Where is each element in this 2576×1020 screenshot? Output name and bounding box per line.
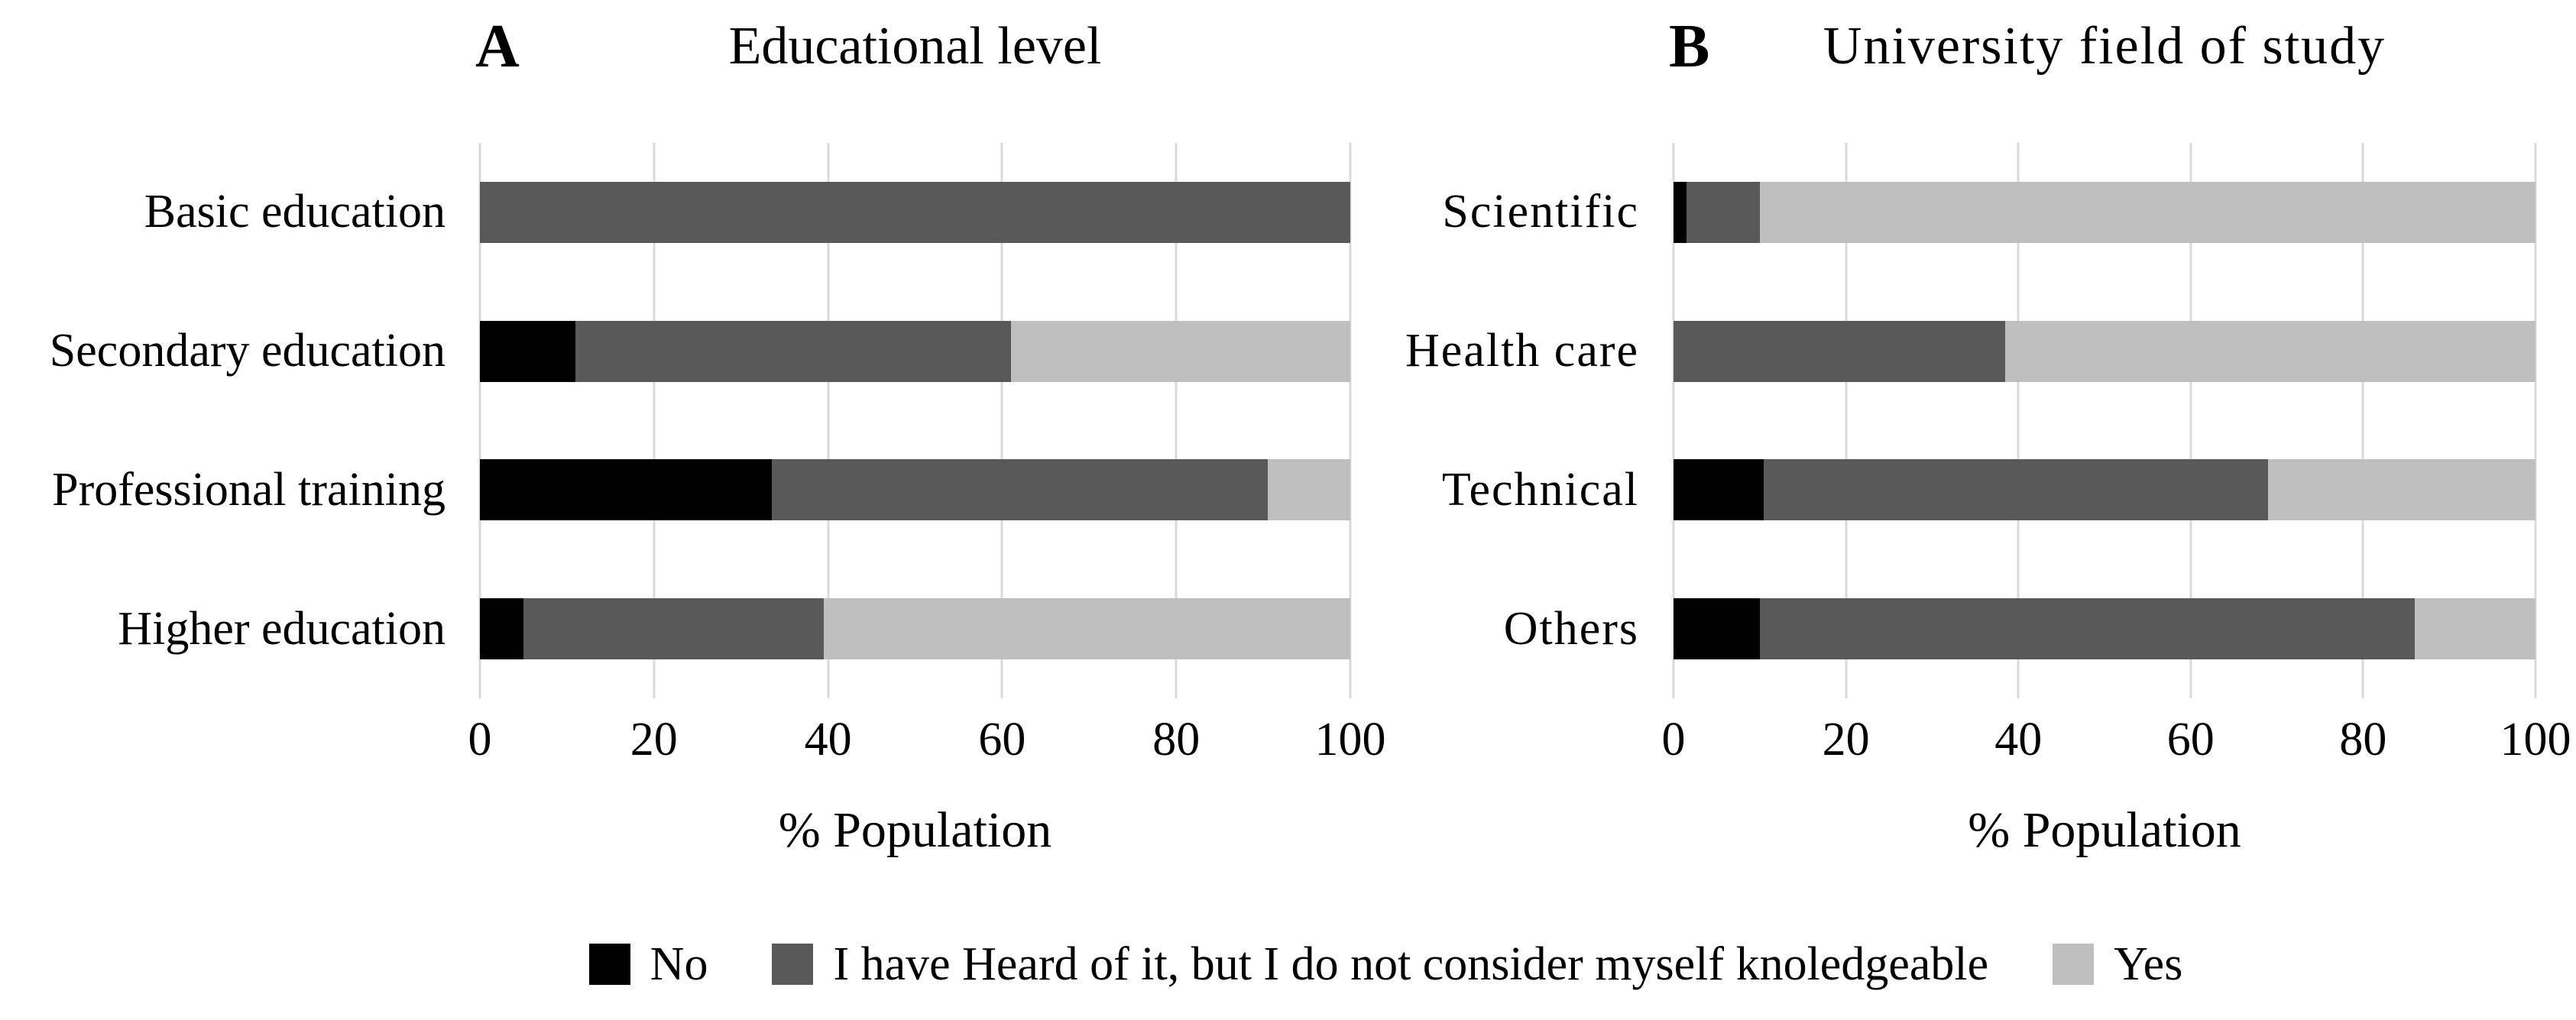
legend-swatch — [588, 944, 630, 985]
bar-segment — [1267, 459, 1350, 521]
panel-b-title: University field of study — [1823, 17, 2386, 76]
bar-row — [1674, 559, 2535, 698]
gridline — [478, 143, 481, 698]
x-tick-label: 0 — [468, 714, 492, 766]
stacked-bar — [1674, 320, 2535, 382]
panel-b-x-axis-label: % Population — [1968, 802, 2241, 858]
category-label: Higher education — [118, 602, 446, 655]
x-tick-label: 100 — [1314, 714, 1386, 766]
bar-row — [1674, 282, 2535, 421]
x-tick-label: 80 — [1152, 714, 1201, 766]
x-tick-label: 20 — [1822, 714, 1870, 766]
panel-a-x-axis-label: % Population — [778, 802, 1052, 858]
category-label: Basic education — [144, 186, 446, 238]
panel-b-letter: B — [1669, 13, 1710, 80]
bar-segment — [523, 598, 824, 660]
legend-label: Yes — [2114, 938, 2183, 990]
bar-segment — [480, 181, 1350, 243]
gridline — [2361, 143, 2364, 698]
bar-segment — [480, 598, 523, 660]
bar-segment — [1764, 459, 2269, 521]
legend-label: I have Heard of it, but I do not conside… — [833, 938, 1989, 990]
bar-segment — [2005, 320, 2535, 382]
gridline — [1349, 143, 1352, 698]
panel-a-plot — [478, 143, 1352, 698]
category-label: Health care — [1405, 325, 1639, 377]
bar-segment — [1759, 181, 2535, 243]
category-label: Scientific — [1442, 186, 1639, 238]
category-label: Technical — [1441, 463, 1639, 516]
stacked-bar — [480, 459, 1350, 521]
bar-row — [480, 559, 1350, 698]
gridline — [1845, 143, 1848, 698]
legend-item: No — [588, 926, 708, 1002]
gridline — [2189, 143, 2192, 698]
stacked-bar — [1674, 459, 2535, 521]
x-tick-label: 100 — [2500, 714, 2571, 766]
bar-segment — [2268, 459, 2535, 521]
stacked-bar — [1674, 181, 2535, 243]
gridline — [827, 143, 830, 698]
gridline — [1672, 143, 1675, 698]
bar-segment — [823, 598, 1350, 660]
gridline — [2534, 143, 2537, 698]
stacked-bar — [480, 181, 1350, 243]
legend-item: Yes — [2053, 926, 2182, 1002]
bar-row — [480, 421, 1350, 560]
panel-a-title-row: A Educational level — [475, 9, 1350, 84]
bar-segment — [1674, 598, 1760, 660]
legend-item: I have Heard of it, but I do not conside… — [772, 926, 1988, 1002]
x-tick-label: 40 — [804, 714, 852, 766]
bar-segment — [1674, 320, 2006, 382]
bar-row — [480, 143, 1350, 282]
panel-b-category-labels: Scientific Health care Technical Others — [1269, 143, 1639, 698]
bar-segment — [2415, 598, 2535, 660]
x-tick-label: 80 — [2339, 714, 2387, 766]
bar-row — [480, 282, 1350, 421]
gridline — [653, 143, 656, 698]
legend-label: No — [650, 938, 708, 990]
legend-swatch — [2053, 944, 2095, 985]
gridline — [2017, 143, 2020, 698]
panel-b-plot — [1672, 143, 2537, 698]
panel-b-title-row: B University field of study — [1669, 9, 2535, 84]
stacked-bar — [480, 320, 1350, 382]
x-tick-label: 60 — [2166, 714, 2215, 766]
bar-segment — [1759, 598, 2416, 660]
bar-segment — [771, 459, 1268, 521]
bar-segment — [480, 320, 576, 382]
bar-segment — [1674, 459, 1764, 521]
bar-segment — [1010, 320, 1350, 382]
panel-a-title: Educational level — [728, 17, 1102, 76]
category-label: Secondary education — [49, 325, 446, 377]
x-tick-label: 0 — [1661, 714, 1686, 766]
bar-segment — [480, 459, 772, 521]
bar-row — [1674, 421, 2535, 560]
x-tick-label: 20 — [630, 714, 678, 766]
legend: No I have Heard of it, but I do not consi… — [98, 926, 2576, 1002]
panel-b-x-axis-ticks: 0 20 40 60 80 100 — [1662, 709, 2571, 770]
bar-segment — [575, 320, 1011, 382]
gridline — [1000, 143, 1003, 698]
stacked-bar — [1674, 598, 2535, 660]
stacked-bar — [480, 598, 1350, 660]
bar-segment — [1686, 181, 1760, 243]
gridline — [1175, 143, 1178, 698]
panel-a-letter: A — [475, 13, 520, 80]
x-tick-label: 40 — [1994, 714, 2043, 766]
panel-a-category-labels: Basic education Secondary education Profes… — [0, 143, 446, 698]
panel-a-x-axis-ticks: 0 20 40 60 80 100 — [468, 709, 1386, 770]
category-label: Others — [1503, 602, 1639, 655]
bar-segment — [1674, 181, 1687, 243]
category-label: Professional training — [52, 463, 446, 516]
x-tick-label: 60 — [978, 714, 1026, 766]
bar-row — [1674, 143, 2535, 282]
legend-swatch — [772, 944, 814, 985]
